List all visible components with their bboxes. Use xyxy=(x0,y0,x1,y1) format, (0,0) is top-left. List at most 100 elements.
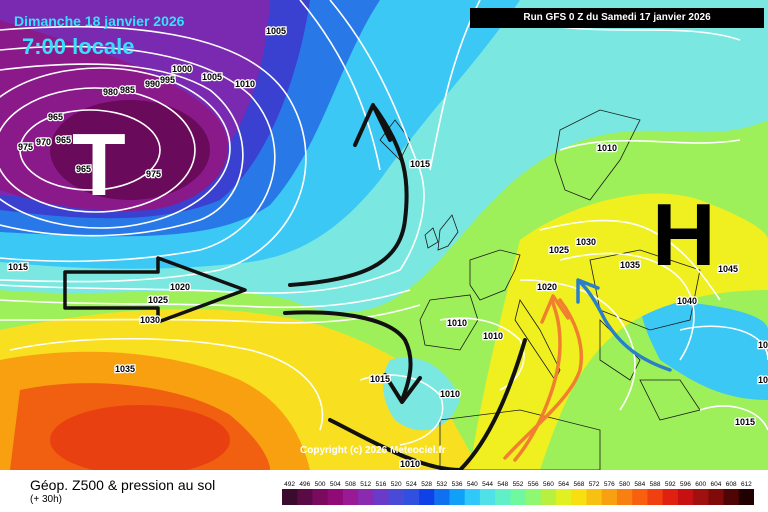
scale-tick-label: 508 xyxy=(345,481,356,488)
color-scale: 492 496 500 504 508 512 516 520 524 528 532 536 540 5… xyxy=(282,481,754,505)
forecast-lead-time: (+ 30h) xyxy=(30,494,62,505)
scale-tick-label: 608 xyxy=(726,481,737,488)
scale-swatch xyxy=(738,489,754,505)
scale-tick-label: 604 xyxy=(711,481,722,488)
scale-tick-label: 552 xyxy=(513,481,524,488)
isobar-label: 1030 xyxy=(576,237,596,247)
scale-swatch xyxy=(464,489,481,505)
isobar-label: 1025 xyxy=(148,295,168,305)
scale-swatch xyxy=(708,489,724,505)
isobar-label: 1035 xyxy=(115,364,135,374)
isobar-label: 1015 xyxy=(370,374,390,384)
scale-tick-label: 596 xyxy=(680,481,691,488)
isobar-label: 965 xyxy=(76,164,91,174)
scale-tick-label: 592 xyxy=(665,481,676,488)
isobar-label: 1010 xyxy=(440,389,460,399)
isobar-label: 1030 xyxy=(758,375,768,385)
scale-tick-label: 500 xyxy=(315,481,326,488)
forecast-time: 7:00 locale xyxy=(22,34,135,59)
jet-arrow-south-head xyxy=(383,373,422,404)
scale-swatch xyxy=(556,489,572,505)
cold-arrow-head xyxy=(576,278,600,304)
isobar-label: 1010 xyxy=(400,459,420,469)
model-run-banner: Run GFS 0 Z du Samedi 17 janvier 2026 xyxy=(470,8,764,28)
isobar-label: 1030 xyxy=(140,315,160,325)
scale-swatch xyxy=(540,489,557,505)
scale-tick-label: 544 xyxy=(482,481,493,488)
scale-swatch xyxy=(373,489,389,505)
jet-arrow-south xyxy=(283,310,413,402)
jet-arrow-north-head xyxy=(353,103,392,147)
isobar-label: 1010 xyxy=(235,79,255,89)
scale-swatch xyxy=(632,489,648,505)
scale-swatch xyxy=(434,489,450,505)
scale-swatch xyxy=(586,489,603,505)
isobar-label: 975 xyxy=(146,169,161,179)
forecast-date: Dimanche 18 janvier 2026 xyxy=(14,13,185,29)
isobar-label: 965 xyxy=(48,112,63,122)
scale-swatch xyxy=(693,489,709,505)
isobar-label: 970 xyxy=(36,137,51,147)
isobars xyxy=(0,0,768,446)
z500-field-deep xyxy=(50,100,210,200)
scale-swatch xyxy=(479,489,496,505)
isobar-label: 1020 xyxy=(170,282,190,292)
copyright-notice: Copyright (c) 2026 Meteociel.fr xyxy=(300,445,446,456)
scale-tick-label: 492 xyxy=(284,481,295,488)
isobar-label: 1000 xyxy=(172,64,192,74)
scale-swatch xyxy=(449,489,466,505)
scale-swatch xyxy=(571,489,587,505)
scale-tick-label: 516 xyxy=(376,481,387,488)
scale-tick-label: 580 xyxy=(619,481,630,488)
isobar-label: 1015 xyxy=(735,417,755,427)
z500-field-yellow-east xyxy=(470,193,768,470)
scale-swatch xyxy=(495,489,511,505)
jet-arrow-north xyxy=(288,106,409,287)
isobar-label: 1040 xyxy=(677,296,697,306)
scale-swatch xyxy=(419,489,435,505)
scale-tick-label: 504 xyxy=(330,481,341,488)
isobar-label: 1005 xyxy=(266,26,286,36)
isobar-label: 1010 xyxy=(597,143,617,153)
scale-tick-label: 568 xyxy=(573,481,584,488)
isobar-label: 975 xyxy=(18,142,33,152)
high-pressure-center: H xyxy=(652,185,716,284)
scale-swatch xyxy=(282,489,298,505)
trough-arrow xyxy=(328,338,527,470)
scale-swatch xyxy=(677,489,694,505)
isobar-label: 990 xyxy=(145,79,160,89)
warm-advection-arrow-2 xyxy=(513,298,562,462)
isobar-label: 995 xyxy=(160,75,175,85)
scale-tick-label: 588 xyxy=(650,481,661,488)
warm-advection-arrow xyxy=(503,298,583,460)
low-pressure-center: T xyxy=(72,115,126,214)
scale-tick-label: 536 xyxy=(452,481,463,488)
scale-tick-label: 564 xyxy=(558,481,569,488)
scale-swatch xyxy=(662,489,679,505)
cold-advection-arrow xyxy=(578,280,672,372)
scale-swatch xyxy=(403,489,420,505)
isobar-label: 965 xyxy=(56,135,71,145)
scale-tick-label: 520 xyxy=(391,481,402,488)
scale-swatch xyxy=(312,489,329,505)
scale-tick-label: 532 xyxy=(436,481,447,488)
scale-tick-label: 572 xyxy=(589,481,600,488)
scale-tick-label: 600 xyxy=(695,481,706,488)
isobar-label: 1010 xyxy=(483,331,503,341)
scale-tick-label: 556 xyxy=(528,481,539,488)
isobar-label: 1025 xyxy=(549,245,569,255)
scale-swatch xyxy=(601,489,618,505)
annotation-arrows-colored xyxy=(503,278,672,462)
isobar-label: 1020 xyxy=(537,282,557,292)
isobar-label: 1015 xyxy=(410,159,430,169)
scale-tick-label: 584 xyxy=(634,481,645,488)
scale-swatch xyxy=(297,489,313,505)
z500-field-blue-east xyxy=(640,300,768,400)
scale-tick-label: 528 xyxy=(421,481,432,488)
scale-swatch xyxy=(647,489,664,505)
scale-tick-label: 524 xyxy=(406,481,417,488)
scale-tick-label: 612 xyxy=(741,481,752,488)
scale-tick-label: 496 xyxy=(299,481,310,488)
